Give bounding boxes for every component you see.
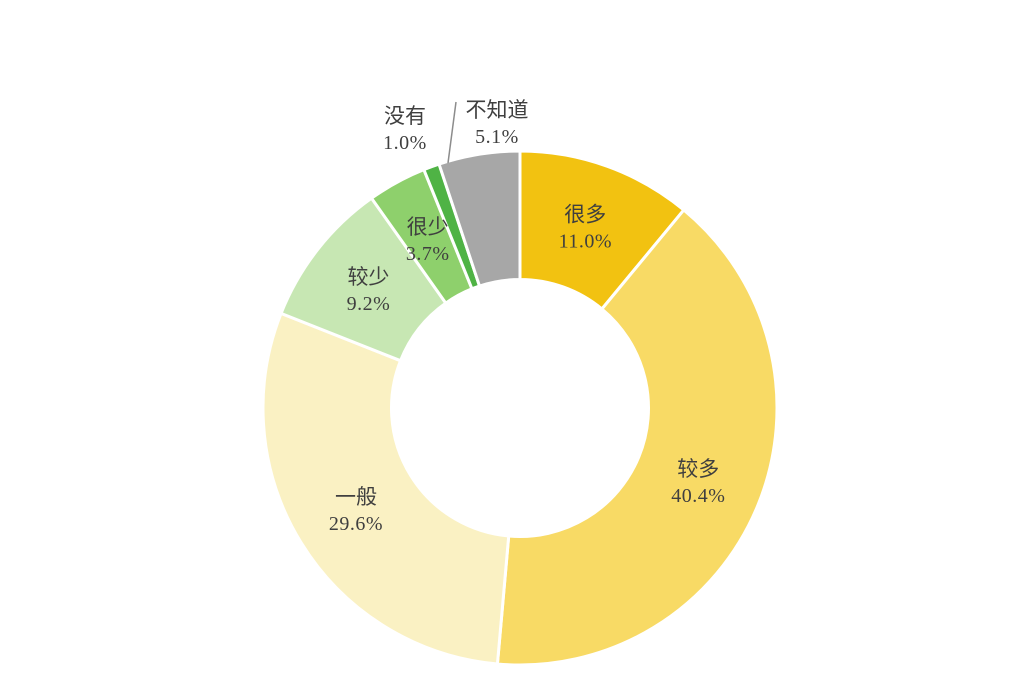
- slice-label-一般: 一般 29.6%: [329, 485, 383, 535]
- label-leader-line: [447, 101, 457, 164]
- slice-label-较多: 较多 40.4%: [671, 457, 725, 507]
- slice-label-很少: 很少 3.7%: [406, 215, 450, 265]
- slice-label-没有: 没有 1.0%: [383, 104, 427, 154]
- pie-slice-不知道: [437, 149, 522, 288]
- slice-label-较少: 较少 9.2%: [347, 265, 391, 315]
- pie-slice-较多: [495, 208, 779, 667]
- pie-slice-一般: [261, 311, 511, 666]
- slice-label-不知道: 不知道 5.1%: [466, 98, 529, 148]
- slice-label-很多: 很多 11.0%: [559, 203, 612, 253]
